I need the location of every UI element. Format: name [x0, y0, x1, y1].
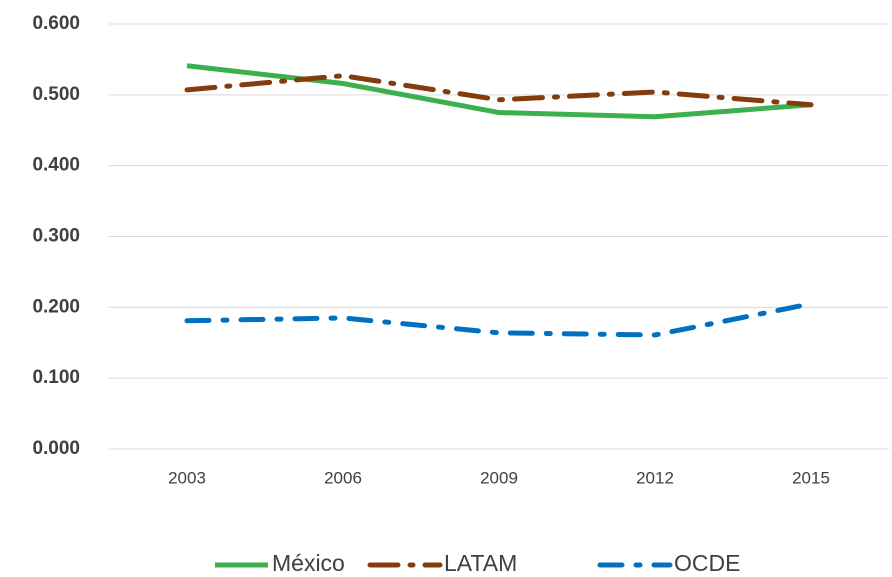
legend-label: LATAM: [444, 550, 517, 576]
y-tick-label: 0.200: [32, 296, 80, 317]
x-tick-label: 2015: [792, 468, 830, 487]
y-tick-label: 0.500: [32, 84, 80, 105]
x-tick-label: 2003: [168, 468, 206, 487]
x-tick-label: 2012: [636, 468, 674, 487]
y-tick-label: 0.600: [32, 13, 80, 34]
series-line: [184, 73, 814, 108]
y-tick-label: 0.400: [32, 155, 80, 176]
series-line: [184, 301, 814, 338]
y-tick-label: 0.100: [32, 367, 80, 388]
legend-label: OCDE: [674, 550, 740, 576]
x-tick-label: 2006: [324, 468, 362, 487]
y-tick-label: 0.300: [32, 226, 80, 247]
series-line: [186, 63, 812, 120]
legend-label: México: [272, 550, 345, 576]
x-tick-label: 2009: [480, 468, 518, 487]
y-tick-label: 0.000: [32, 438, 80, 459]
